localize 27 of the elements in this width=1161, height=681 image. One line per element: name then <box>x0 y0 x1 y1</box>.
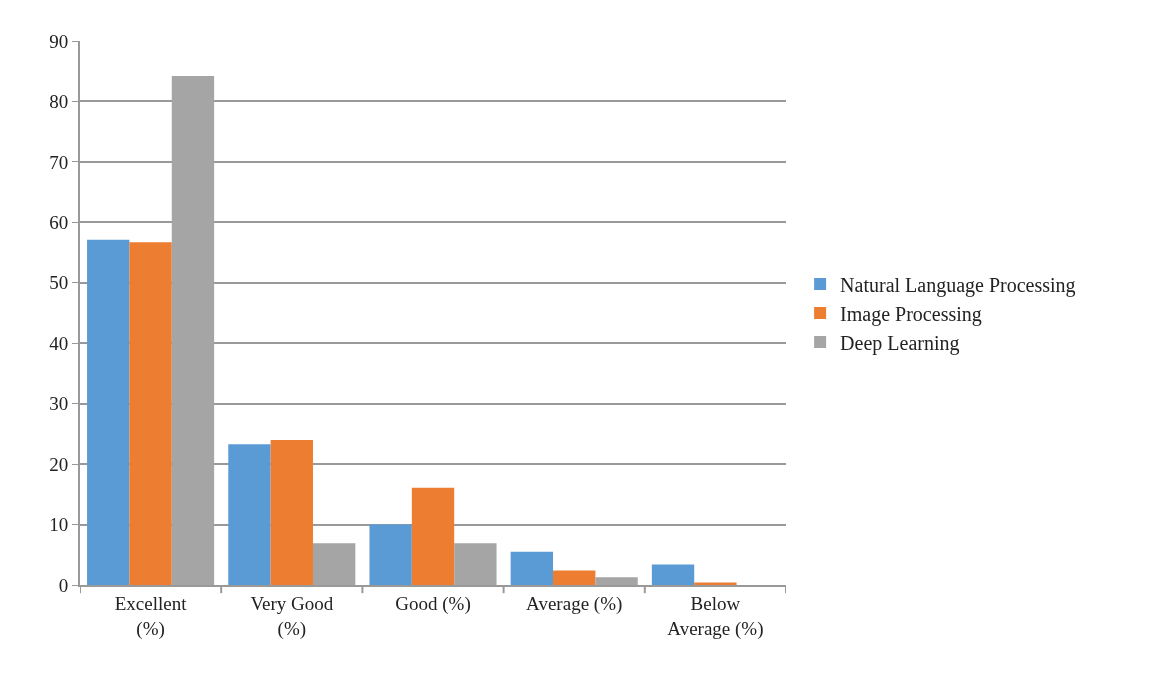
y-tick-label: 70 <box>49 151 69 173</box>
y-tick-label: 90 <box>49 30 69 52</box>
bar <box>87 239 130 585</box>
y-tick-label: 0 <box>58 574 69 596</box>
y-tick-label: 60 <box>49 211 69 233</box>
y-tick-label: 30 <box>49 393 69 415</box>
legend-label: Deep Learning <box>840 331 960 355</box>
y-tick-label: 80 <box>49 91 69 113</box>
x-tick-label: Excellent (%) <box>114 592 188 640</box>
legend-label: Natural Language Processing <box>840 273 1076 297</box>
x-tick-label: Very Good (%) <box>250 592 334 640</box>
bar <box>129 242 172 585</box>
bar <box>510 551 554 585</box>
bar <box>411 487 455 585</box>
y-tick-label: 10 <box>49 514 69 536</box>
bar <box>369 524 412 585</box>
x-tick-label: Good (%) <box>395 592 471 615</box>
y-tick-label: 50 <box>49 272 69 294</box>
x-tick-label: Below Average (%) <box>667 592 764 640</box>
bar <box>270 439 313 585</box>
y-tick-label: 20 <box>49 453 69 475</box>
legend-label: Image Processing <box>840 302 982 326</box>
y-tick-label: 40 <box>49 332 69 354</box>
bar <box>651 564 695 585</box>
bar <box>553 570 596 585</box>
bar <box>228 444 271 585</box>
x-tick-label: Average (%) <box>526 592 623 615</box>
